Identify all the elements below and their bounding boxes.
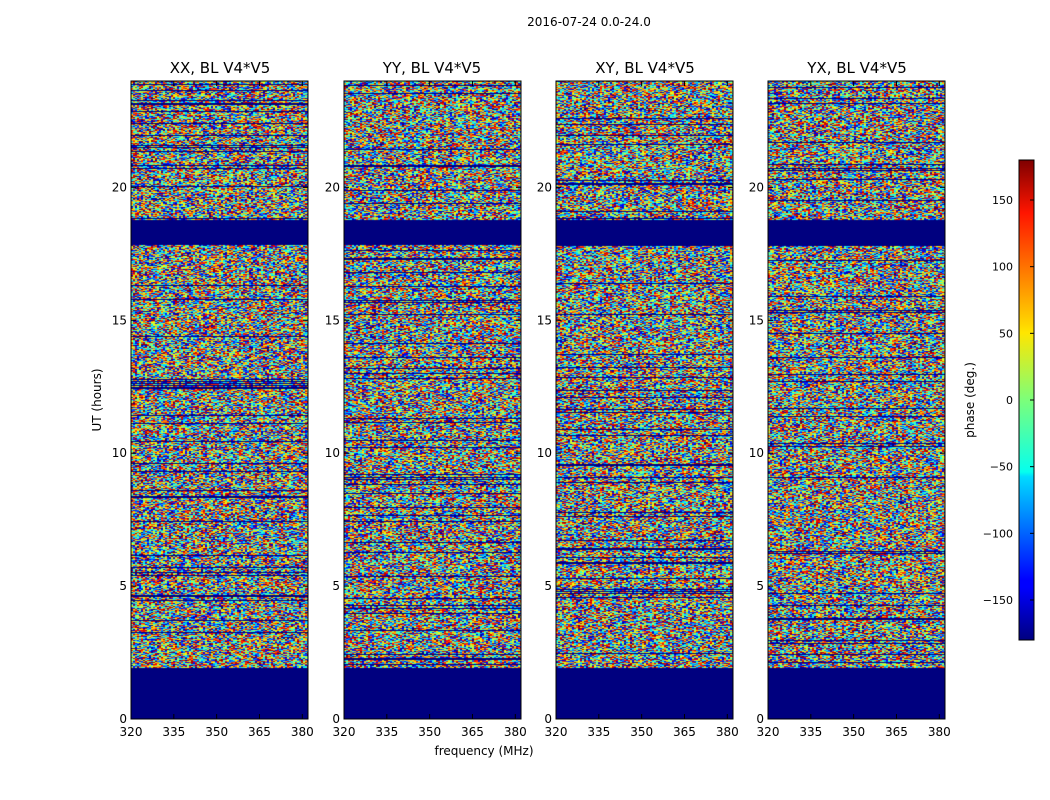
x-tick-label: 350 <box>630 725 653 739</box>
colorbar-ticks: 150 100 50 0 −50 −100 −150 <box>983 194 1034 607</box>
y-tick-label: 20 <box>749 180 764 194</box>
ticks-layer: 320 335 350 365 380 0 5 10 15 20 320 335 350 365 380 0 5… <box>112 81 951 739</box>
x-tick-label: 380 <box>928 725 951 739</box>
colorbar-label: phase (deg.) <box>963 362 977 438</box>
y-tick-label: 10 <box>537 446 552 460</box>
y-tick-label: 15 <box>537 313 552 327</box>
x-tick-label: 335 <box>587 725 610 739</box>
panel-title-yy: YY, BL V4*V5 <box>382 59 481 77</box>
heatmap-xx <box>131 81 308 719</box>
figure-title: 2016-07-24 0.0-24.0 <box>527 15 651 29</box>
x-tick-label: 320 <box>757 725 780 739</box>
panel-frame-xy <box>555 80 734 720</box>
x-tick-label: 380 <box>504 725 527 739</box>
y-tick-label: 20 <box>537 180 552 194</box>
y-tick-label: 5 <box>756 579 764 593</box>
colorbar-tick-label: 150 <box>992 194 1013 207</box>
colorbar-tick-label: 100 <box>992 261 1013 274</box>
colorbar-tick-label: −50 <box>990 461 1013 474</box>
y-tick-label: 15 <box>112 313 127 327</box>
y-tick-label: 10 <box>749 446 764 460</box>
heatmap-yy <box>344 81 521 719</box>
y-tick-label: 0 <box>119 712 127 726</box>
x-tick-label: 365 <box>673 725 696 739</box>
x-tick-label: 350 <box>418 725 441 739</box>
x-tick-label: 350 <box>842 725 865 739</box>
x-tick-label: 350 <box>205 725 228 739</box>
x-tick-label: 320 <box>120 725 143 739</box>
panel-frame-yy <box>343 80 522 720</box>
y-tick-label: 20 <box>112 180 127 194</box>
colorbar-tick-label: −100 <box>983 527 1013 540</box>
panel-frame-yx <box>767 80 946 720</box>
y-tick-label: 5 <box>544 579 552 593</box>
y-tick-label: 0 <box>544 712 552 726</box>
y-tick-label: 0 <box>332 712 340 726</box>
x-axis-label: frequency (MHz) <box>434 744 533 758</box>
y-tick-label: 5 <box>332 579 340 593</box>
y-axis-label: UT (hours) <box>90 368 104 431</box>
x-tick-label: 380 <box>291 725 314 739</box>
panel-title-yx: YX, BL V4*V5 <box>806 59 907 77</box>
heatmap-xy <box>556 81 733 719</box>
heatmap-yx <box>768 81 945 719</box>
y-tick-label: 15 <box>749 313 764 327</box>
panel-title-xx: XX, BL V4*V5 <box>170 59 271 77</box>
x-tick-label: 320 <box>333 725 356 739</box>
x-tick-label: 335 <box>799 725 822 739</box>
colorbar-tick-label: −150 <box>983 594 1013 607</box>
x-tick-label: 380 <box>716 725 739 739</box>
y-tick-label: 20 <box>325 180 340 194</box>
x-tick-label: 335 <box>162 725 185 739</box>
y-tick-label: 5 <box>119 579 127 593</box>
y-tick-label: 0 <box>756 712 764 726</box>
x-tick-label: 365 <box>885 725 908 739</box>
colorbar-tick-label: 50 <box>999 327 1013 340</box>
heatmap-layer <box>130 80 946 720</box>
panel-title-xy: XY, BL V4*V5 <box>595 59 695 77</box>
y-tick-label: 10 <box>325 446 340 460</box>
x-tick-label: 320 <box>545 725 568 739</box>
x-tick-label: 365 <box>461 725 484 739</box>
panel-frame-xx <box>130 80 309 720</box>
y-tick-label: 10 <box>112 446 127 460</box>
x-tick-label: 365 <box>248 725 271 739</box>
y-tick-label: 15 <box>325 313 340 327</box>
colorbar-tick-label: 0 <box>1006 394 1013 407</box>
x-tick-label: 335 <box>375 725 398 739</box>
